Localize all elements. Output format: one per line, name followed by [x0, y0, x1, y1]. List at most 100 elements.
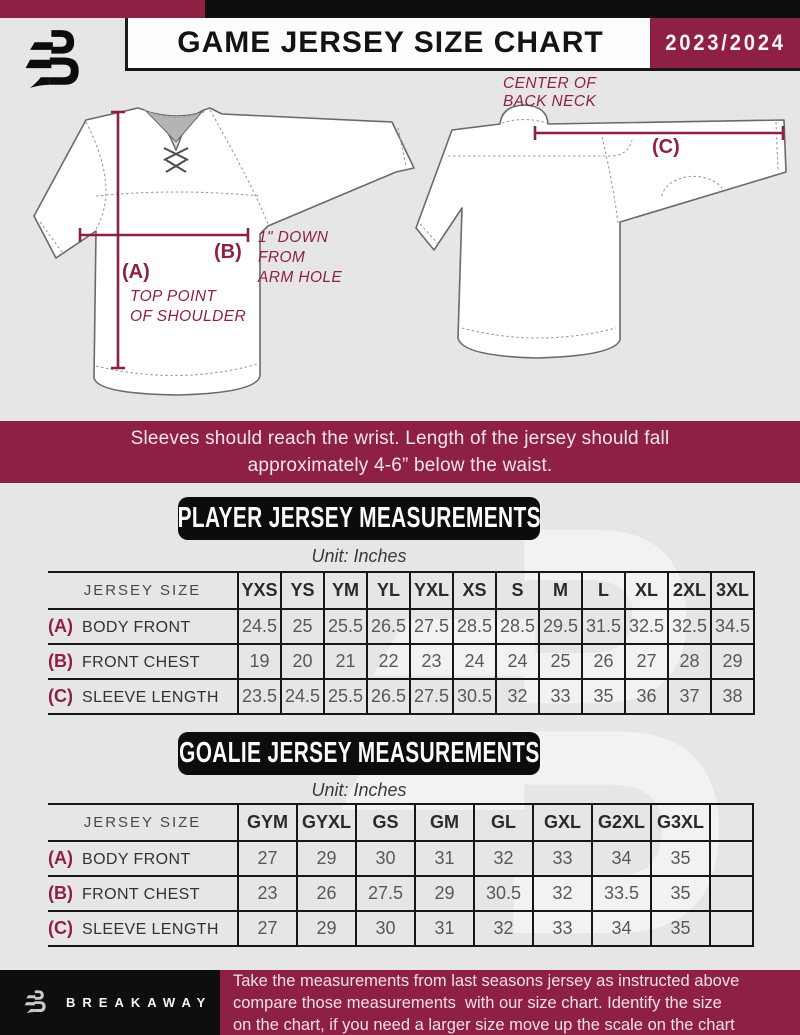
measure-line-c — [533, 126, 785, 140]
measurement-value: 25.5 — [323, 608, 368, 644]
measurement-value — [709, 840, 754, 876]
player-size-table: JERSEY SIZE YXS YS YM YL YXL XS S M L XL 2XL 3XL (A) B… — [48, 571, 755, 715]
measurement-value: 27 — [237, 840, 298, 876]
table-row: (A) BODY FRONT 27 29 30 31 32 33 34 35 — [48, 840, 754, 876]
measurement-value: 29.5 — [538, 608, 583, 644]
measurement-value: 24.5 — [237, 608, 282, 644]
header-title-bar: GAME JERSEY SIZE CHART — [125, 18, 653, 68]
measurement-value: 30.5 — [473, 875, 534, 911]
size-column-header: M — [538, 571, 583, 609]
season-label: 2023/2024 — [664, 30, 786, 55]
measurement-value: 27.5 — [409, 678, 454, 715]
row-key: (B) — [48, 883, 73, 903]
a-note-line2: OF SHOULDER — [130, 308, 246, 325]
row-key: (B) — [48, 651, 73, 671]
measurement-value: 29 — [710, 643, 755, 679]
measurement-value: 27 — [237, 910, 298, 947]
table-corner-label: JERSEY SIZE — [48, 571, 238, 609]
measurement-value: 30 — [355, 910, 416, 947]
row-measure-name: FRONT CHEST — [82, 654, 200, 671]
measurement-value: 29 — [296, 910, 357, 947]
measurement-value: 37 — [667, 678, 712, 715]
row-label: (A) BODY FRONT — [48, 608, 238, 644]
measurement-value: 27.5 — [355, 875, 416, 911]
size-column-header: GXL — [532, 803, 593, 841]
measurement-value: 33 — [532, 840, 593, 876]
measurement-value: 33 — [532, 910, 593, 947]
measurement-value: 19 — [237, 643, 282, 679]
measurement-value: 33 — [538, 678, 583, 715]
row-measure-name: SLEEVE LENGTH — [82, 921, 219, 938]
size-column-header: YXL — [409, 571, 454, 609]
neck-note-line1: CENTER OF — [503, 76, 597, 92]
measurement-value: 38 — [710, 678, 755, 715]
row-label: (C) SLEEVE LENGTH — [48, 910, 238, 947]
measurement-value: 32 — [473, 910, 534, 947]
size-column-header: GYXL — [296, 803, 357, 841]
table-row: (C) SLEEVE LENGTH 23.5 24.5 25.5 26.5 27.5 30.5… — [48, 678, 755, 715]
table-corner-label: JERSEY SIZE — [48, 803, 238, 841]
table-row: (B) FRONT CHEST 19 20 21 22 23 24 24 25 26 27 28 29 — [48, 643, 755, 679]
size-column-header: S — [495, 571, 540, 609]
banner-line1: Sleeves should reach the wrist. Length o… — [130, 428, 670, 449]
measurement-value: 25 — [538, 643, 583, 679]
banner-line2: approximately 4-6” below the waist. — [247, 455, 553, 476]
size-column-header — [709, 803, 754, 841]
top-strip-maroon — [0, 0, 205, 18]
goalie-size-table: JERSEY SIZE GYM GYXL GS GM GL GXL G2XL G3XL (A) BO… — [48, 803, 754, 947]
a-note-line1: TOP POINT — [130, 288, 217, 305]
footer-brand-block: BREAKAWAY — [0, 970, 220, 1035]
size-column-header: XS — [452, 571, 497, 609]
measurement-value: 26.5 — [366, 608, 411, 644]
goalie-section-title-box: GOALIE JERSEY MEASUREMENTS — [178, 732, 540, 775]
measurement-value: 32 — [495, 678, 540, 715]
breakaway-b-logo-icon — [25, 30, 79, 88]
label-c: (C) — [652, 136, 680, 158]
size-column-header: GS — [355, 803, 416, 841]
header-divider — [125, 68, 800, 71]
measurement-value: 30.5 — [452, 678, 497, 715]
measurement-value: 29 — [414, 875, 475, 911]
goalie-section-title: GOALIE JERSEY MEASUREMENTS — [178, 737, 540, 769]
measurement-value: 33.5 — [591, 875, 652, 911]
measurement-value: 23.5 — [237, 678, 282, 715]
measurement-value: 28.5 — [495, 608, 540, 644]
measurement-value: 24 — [495, 643, 540, 679]
b-note-line1: 1" DOWN — [258, 229, 329, 246]
size-column-header: YM — [323, 571, 368, 609]
measurement-value: 22 — [366, 643, 411, 679]
row-measure-name: BODY FRONT — [82, 851, 191, 868]
table-row: (B) FRONT CHEST 23 26 27.5 29 30.5 32 33.5 35 — [48, 875, 754, 911]
size-column-header: G3XL — [650, 803, 711, 841]
measurement-value: 23 — [409, 643, 454, 679]
player-section-title: PLAYER JERSEY MEASUREMENTS — [177, 502, 541, 534]
measurement-value: 25 — [280, 608, 325, 644]
measurement-value: 27.5 — [409, 608, 454, 644]
size-column-header: YXS — [237, 571, 282, 609]
size-column-header: G2XL — [591, 803, 652, 841]
measure-line-a — [111, 110, 125, 370]
row-key: (C) — [48, 686, 73, 706]
measurement-value: 28.5 — [452, 608, 497, 644]
measurement-value: 20 — [280, 643, 325, 679]
measure-line-b — [78, 228, 250, 242]
goalie-unit-label: Unit: Inches — [311, 780, 407, 800]
measurement-value: 24.5 — [280, 678, 325, 715]
measurement-value: 25.5 — [323, 678, 368, 715]
measurement-value: 30 — [355, 840, 416, 876]
measurement-value: 31 — [414, 840, 475, 876]
table-row: (A) BODY FRONT 24.5 25 25.5 26.5 27.5 28.5 28.5 2… — [48, 608, 755, 644]
measurement-value: 32 — [532, 875, 593, 911]
size-column-header: GYM — [237, 803, 298, 841]
size-column-header: YS — [280, 571, 325, 609]
front-jersey-diagram: (A) TOP POINT OF SHOULDER (B) 1" DOWN FR… — [33, 107, 415, 396]
size-column-header: GM — [414, 803, 475, 841]
measurement-value: 28 — [667, 643, 712, 679]
brand-name: BREAKAWAY — [66, 995, 213, 1010]
measurement-value: 26.5 — [366, 678, 411, 715]
size-column-header: YL — [366, 571, 411, 609]
season-badge: 2023/2024 — [650, 18, 800, 68]
top-strip-black — [205, 0, 800, 18]
measurement-value: 23 — [237, 875, 298, 911]
measurement-value: 29 — [296, 840, 357, 876]
